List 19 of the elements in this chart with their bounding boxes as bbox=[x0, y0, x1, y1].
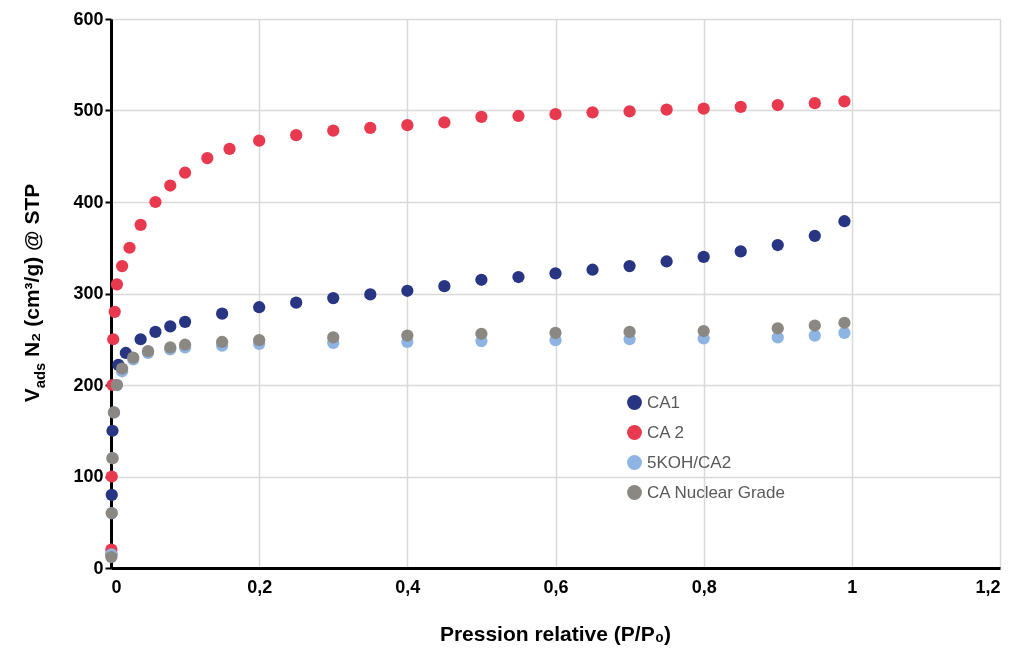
legend-label: 5KOH/CA2 bbox=[647, 452, 732, 472]
y-tick-label: 400 bbox=[73, 191, 104, 212]
y-tick-label: 600 bbox=[73, 8, 104, 29]
x-tick-label: 1,2 bbox=[975, 576, 1001, 597]
legend-label: CA Nuclear Grade bbox=[647, 482, 785, 502]
y-tick-label: 100 bbox=[73, 466, 104, 486]
x-tick-label: 0 bbox=[111, 576, 122, 597]
y-tick-label: 200 bbox=[73, 374, 104, 395]
x-tick-label: 0,8 bbox=[691, 576, 717, 597]
x-tick-label: 1 bbox=[847, 576, 858, 597]
y-tick-label: 500 bbox=[73, 100, 104, 120]
y-tick-label: 0 bbox=[93, 557, 104, 578]
x-tick-label: 0,6 bbox=[543, 576, 569, 597]
x-tick-label: 0,4 bbox=[395, 576, 421, 597]
legend-label: CA 2 bbox=[647, 422, 684, 442]
legend-label: CA1 bbox=[647, 392, 681, 412]
x-axis-title: Pression relative (P/P₀) bbox=[438, 622, 673, 646]
x-tick-label: 0,2 bbox=[247, 576, 273, 597]
y-tick-label: 300 bbox=[73, 283, 104, 303]
